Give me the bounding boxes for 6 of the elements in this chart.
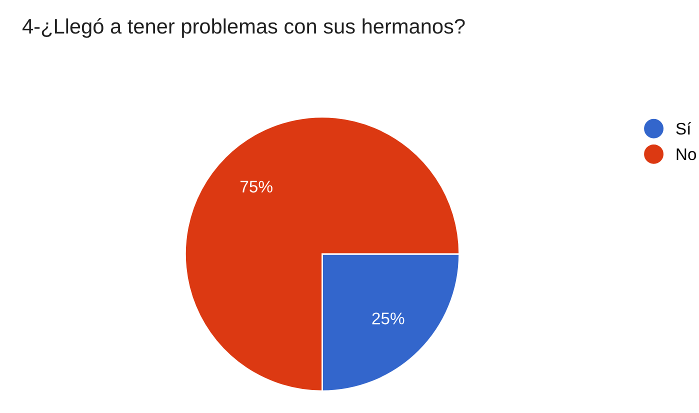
chart-title: 4-¿Llegó a tener problemas con sus hermanos?	[22, 18, 465, 38]
legend-label: No	[676, 148, 696, 160]
data-label: 75%	[240, 180, 272, 193]
legend-label: Sí	[676, 122, 692, 135]
data-label: 25%	[372, 312, 404, 324]
pie-slice	[184, 116, 460, 392]
